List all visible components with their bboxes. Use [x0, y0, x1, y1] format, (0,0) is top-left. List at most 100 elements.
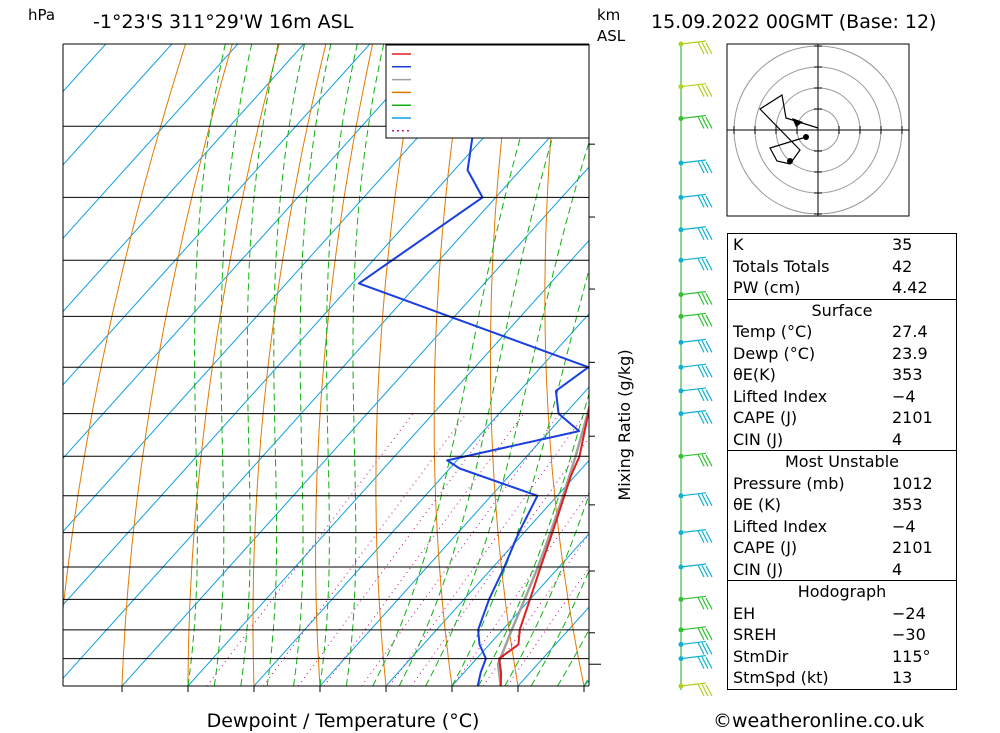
- index-row: StmSpd (kt) 13: [728, 667, 956, 689]
- header-location: -1°23'S 311°29'W 16m ASL: [93, 11, 354, 33]
- wind-barb-feather: [701, 258, 709, 271]
- dry-adiabat-line: [252, 44, 327, 686]
- wind-barb: [678, 256, 713, 271]
- index-row: Temp (°C) 27.4: [728, 321, 956, 343]
- wind-barb-feather: [701, 42, 709, 55]
- index-label: EH: [733, 603, 756, 623]
- wind-barb-feather: [701, 411, 709, 424]
- isotherm-line: [187, 239, 589, 686]
- wind-barb-staff: [680, 256, 707, 261]
- wind-barb-feather: [701, 365, 709, 378]
- wind-barb-feather: [705, 494, 713, 507]
- isotherm-line: [451, 533, 589, 686]
- index-value: 23.9: [892, 343, 928, 363]
- isotherm-line: [63, 93, 589, 679]
- index-label: SREH: [733, 625, 777, 644]
- wind-barb-feather: [697, 411, 705, 424]
- wind-barb-staff: [680, 640, 707, 646]
- index-value: 2101: [892, 408, 933, 427]
- index-row: StmDir 115°: [728, 646, 956, 668]
- wind-barb-feather: [701, 684, 709, 697]
- wind-barb-feather: [697, 41, 705, 55]
- index-value: −30: [892, 625, 926, 644]
- surface-title: Surface: [811, 300, 873, 320]
- wind-barb-feather: [697, 340, 705, 353]
- wind-barb-staff: [680, 563, 707, 568]
- wind-barb: [678, 387, 713, 402]
- legend: [385, 44, 590, 139]
- wind-barb-feather: [697, 160, 705, 174]
- isotherm-line: [63, 44, 107, 93]
- hodograph: [726, 43, 910, 217]
- wind-barb: [678, 682, 713, 697]
- isotherm-line: [63, 44, 503, 533]
- wind-barb-feather: [701, 597, 709, 610]
- wind-barb-staff: [680, 159, 707, 164]
- wind-barb: [678, 159, 713, 174]
- index-value: −4: [892, 386, 916, 406]
- wind-barb-staff: [680, 40, 707, 45]
- wind-barb-feather: [701, 340, 709, 353]
- index-value: −24: [892, 603, 926, 623]
- wind-barb-staff: [680, 291, 707, 296]
- most-unstable-title: Most Unstable: [785, 452, 899, 471]
- wind-barb-feather: [705, 161, 713, 174]
- wind-barb-staff: [680, 452, 707, 457]
- dry-adiabat-line: [433, 44, 467, 686]
- wet-adiabat-line: [345, 44, 385, 686]
- mixing-ratio-line: [297, 413, 500, 686]
- wind-barb-staff: [680, 114, 707, 120]
- wind-barb-staff: [680, 363, 707, 368]
- wind-barb-feather: [697, 364, 705, 378]
- wind-barb-feather: [701, 292, 709, 305]
- dry-adiabat-line: [315, 44, 374, 686]
- isotherm-line: [253, 313, 589, 686]
- mixing-ratio-line: [361, 413, 560, 686]
- index-label: Totals Totals: [733, 256, 830, 276]
- wind-barb: [678, 640, 713, 655]
- wind-barb-feather: [705, 117, 713, 129]
- isotherm-line: [63, 44, 173, 166]
- wind-barb-staff: [680, 655, 707, 660]
- wind-barb-staff: [680, 312, 707, 317]
- hodograph-point: [803, 134, 809, 140]
- header-datetime: 15.09.2022 00GMT (Base: 12): [651, 11, 936, 33]
- wind-barb-feather: [705, 228, 713, 241]
- wind-barb: [678, 193, 713, 208]
- dry-adiabat-line: [649, 44, 716, 686]
- isotherm-line: [63, 44, 305, 313]
- wind-barb-feather: [701, 565, 709, 578]
- wind-barb-staff: [680, 626, 707, 631]
- wind-barb-staff: [680, 387, 707, 392]
- wind-barb-feather: [701, 656, 709, 669]
- wet-adiabat-line: [213, 44, 253, 686]
- wind-barb-staff: [680, 338, 707, 344]
- footer-credit: ©weatheronline.co.uk: [713, 710, 925, 732]
- wind-barb-feather: [705, 365, 713, 378]
- isotherm-line: [121, 166, 589, 686]
- wet-adiabat-line: [293, 44, 332, 686]
- temperature-series-line: [498, 401, 589, 686]
- wind-barb-feather: [701, 454, 709, 467]
- wind-barb-feather: [697, 627, 705, 641]
- wind-barb-feather: [697, 656, 705, 669]
- isotherm-line: [319, 386, 589, 686]
- wind-barb-feather: [701, 116, 709, 129]
- wind-barb-feather: [705, 684, 713, 697]
- wind-barb-feather: [705, 412, 713, 424]
- wind-barb-feather: [701, 389, 709, 402]
- index-value: 42: [892, 256, 913, 276]
- index-label: CIN (J): [733, 559, 784, 579]
- index-value: 13: [892, 668, 913, 687]
- index-value: 4: [892, 429, 903, 449]
- index-row: EH −24: [728, 603, 956, 625]
- wind-barb: [678, 563, 713, 578]
- index-label: PW (cm): [733, 278, 801, 297]
- wind-barb-feather: [705, 258, 713, 271]
- wind-barb-feather: [701, 314, 709, 327]
- hodograph-point: [787, 158, 793, 164]
- wind-barb-feather: [697, 597, 705, 610]
- wind-barb-feather: [697, 195, 705, 208]
- wind-barb: [678, 226, 713, 241]
- wind-barb-feather: [697, 257, 705, 271]
